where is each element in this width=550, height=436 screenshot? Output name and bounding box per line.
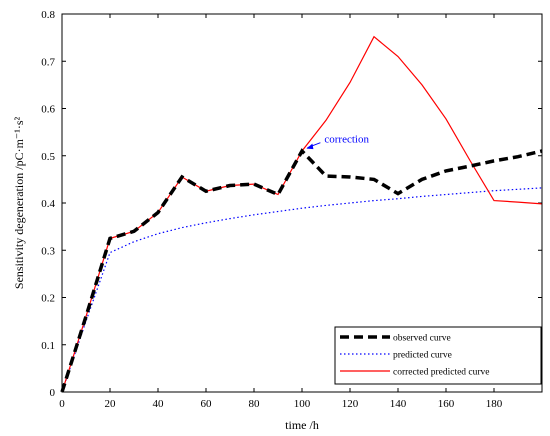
y-tick-label: 0 (50, 387, 56, 399)
x-tick-label: 0 (59, 398, 65, 410)
series-line-predicted-curve (61, 187, 543, 393)
x-tick-label: 40 (153, 398, 165, 410)
x-tick-label: 160 (438, 398, 455, 410)
x-tick-label: 80 (249, 398, 261, 410)
y-tick-label: 0.4 (41, 198, 55, 210)
series-group (60, 35, 543, 393)
legend-label: corrected predicted curve (393, 368, 490, 378)
x-tick-label: 180 (486, 398, 503, 410)
y-tick-label: 0.2 (41, 293, 55, 305)
x-tick-label: 140 (390, 398, 407, 410)
annotation-group: correction (306, 134, 369, 150)
x-tick-label: 20 (105, 398, 117, 410)
y-tick-label: 0.1 (41, 340, 55, 352)
y-axis-label: Sensitivity degeneration /pC·m⁻¹·s² (12, 117, 26, 290)
annotation-arrowhead (306, 143, 314, 150)
legend-label: observed curve (393, 334, 451, 344)
x-tick-label: 120 (342, 398, 359, 410)
y-tick-label: 0.5 (41, 151, 55, 163)
axis-label-group: time /h Sensitivity degeneration /pC·m⁻¹·… (12, 117, 319, 432)
y-tick-label: 0.3 (41, 245, 55, 257)
tick-group: 0 20 40 60 80 100 120 140 160 180 0 0.1 0.2 0.3 0.4 0.5… (41, 9, 542, 410)
legend: observed curve predicted curve corrected p… (334, 326, 542, 385)
y-tick-label: 0.7 (41, 56, 55, 68)
x-axis-label: time /h (285, 418, 319, 432)
series-line-observed-curve (60, 148, 543, 393)
y-tick-label: 0.8 (41, 9, 55, 21)
x-tick-label: 60 (201, 398, 213, 410)
legend-label: predicted curve (393, 351, 452, 361)
x-tick-label: 100 (294, 398, 311, 410)
y-tick-label: 0.6 (41, 104, 55, 116)
plot-frame (61, 13, 543, 393)
annotation-text: correction (324, 134, 369, 146)
